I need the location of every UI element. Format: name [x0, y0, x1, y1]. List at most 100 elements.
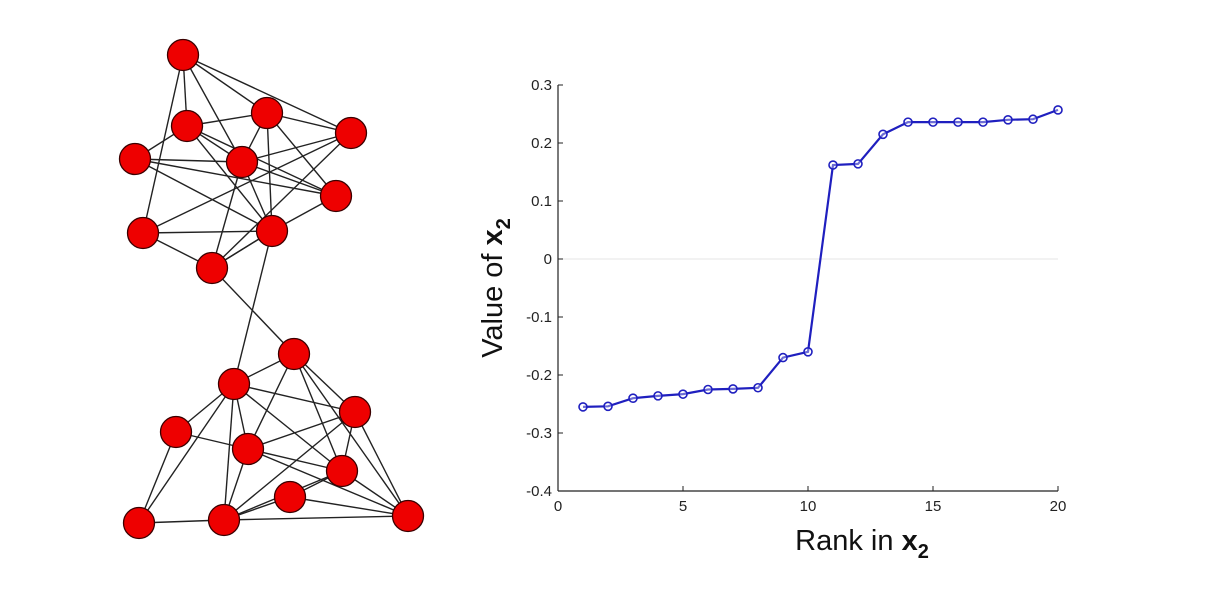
- graph-node: [118, 142, 152, 176]
- data-point: [853, 159, 863, 169]
- graph-node: [319, 179, 353, 213]
- data-point: [578, 402, 588, 412]
- graph-edge: [293, 353, 343, 472]
- data-point: [1053, 105, 1063, 115]
- graph-edge: [134, 158, 273, 232]
- data-point: [1028, 114, 1038, 125]
- graph-edge: [182, 54, 352, 134]
- line-chart: 0 5 10 15 20 -0.4 -0.3 -0.2 -0.1 0 0.1 0.2 0.3 Rank …: [477, 77, 1066, 563]
- graph-edge: [142, 132, 352, 234]
- x-axis-label: Rank in x2: [795, 525, 929, 563]
- graph-node: [250, 96, 284, 130]
- x-tick-label: 15: [925, 498, 942, 515]
- graph-node: [391, 499, 425, 533]
- y-tick-label: 0: [544, 251, 552, 268]
- graph-node: [159, 415, 193, 449]
- graph-node: [170, 109, 204, 143]
- graph-edge: [186, 125, 337, 197]
- y-tick-label: -0.2: [526, 367, 552, 384]
- x-axis-label-var: x: [902, 525, 918, 557]
- x-tick-label: 0: [554, 498, 562, 515]
- graph-edge: [142, 54, 184, 234]
- chart-ticks: 0 5 10 15 20 -0.4 -0.3 -0.2 -0.1 0 0.1 0.2 0.3: [526, 77, 1066, 515]
- data-point: [728, 384, 738, 394]
- graph-edge: [266, 112, 337, 197]
- graph-node: [217, 367, 251, 401]
- data-point: [1003, 115, 1013, 125]
- data-point: [628, 393, 638, 404]
- graph-edge: [142, 230, 273, 234]
- graph-edge: [211, 267, 295, 355]
- graph-node: [338, 395, 372, 429]
- graph-edge: [247, 448, 409, 517]
- data-point: [753, 382, 763, 393]
- chart-axes: [557, 85, 1058, 492]
- data-point: [778, 352, 788, 363]
- graph-node: [255, 214, 289, 248]
- graph-edge: [223, 383, 235, 521]
- graph-edge: [354, 411, 409, 517]
- graph-node: [277, 337, 311, 371]
- graph-edge: [247, 353, 295, 450]
- y-tick-label: 0.3: [531, 77, 552, 94]
- y-axis-label: Value of x2: [477, 218, 515, 358]
- graph-edge: [293, 353, 409, 517]
- graph-edge: [134, 158, 337, 197]
- graph-node: [225, 145, 259, 179]
- graph-node: [195, 251, 229, 285]
- graph-node: [325, 454, 359, 488]
- graph-edge: [233, 383, 356, 413]
- graph-edge: [233, 230, 273, 385]
- x-tick-label: 5: [679, 498, 687, 515]
- graph-edge: [241, 161, 337, 197]
- data-point: [828, 160, 838, 170]
- data-point: [928, 117, 938, 127]
- x-axis-label-sub: 2: [918, 541, 929, 563]
- graph-edge: [233, 383, 343, 472]
- data-point: [953, 117, 963, 127]
- graph-node: [126, 216, 160, 250]
- graph-edge: [247, 411, 356, 450]
- data-point: [803, 346, 813, 357]
- y-tick-label: 0.2: [531, 135, 552, 152]
- graph-edge: [241, 132, 352, 163]
- graph-edge: [211, 161, 243, 269]
- y-axis-label-text: Value of: [477, 245, 509, 357]
- graph-edge: [289, 496, 409, 517]
- y-tick-label: -0.4: [526, 483, 552, 500]
- data-point: [878, 129, 888, 140]
- x-axis-label-text: Rank in: [795, 525, 901, 557]
- data-point: [703, 384, 713, 395]
- graph-edge: [223, 515, 409, 521]
- graph-edge: [186, 125, 273, 232]
- graph-edge: [134, 158, 243, 163]
- data-point: [903, 117, 913, 127]
- graph-edge: [138, 383, 235, 524]
- network-graph: [118, 38, 425, 540]
- data-point: [978, 117, 988, 127]
- graph-node: [231, 432, 265, 466]
- graph-edge: [211, 132, 352, 269]
- y-tick-label: -0.1: [526, 309, 552, 326]
- x-tick-label: 20: [1050, 498, 1067, 515]
- graph-node: [334, 116, 368, 150]
- data-point: [603, 401, 613, 412]
- y-axis-label-var: x: [477, 229, 509, 245]
- graph-edge: [138, 431, 177, 524]
- graph-node: [166, 38, 200, 72]
- data-point: [678, 389, 688, 399]
- y-tick-label: -0.3: [526, 425, 552, 442]
- y-tick-label: 0.1: [531, 193, 552, 210]
- graph-node: [122, 506, 156, 540]
- graph-edge: [182, 54, 243, 163]
- y-axis-label-sub: 2: [493, 218, 515, 229]
- x-tick-label: 10: [800, 498, 817, 515]
- graph-node: [273, 480, 307, 514]
- graph-edge: [182, 54, 268, 114]
- graph-nodes: [118, 38, 425, 540]
- data-point: [653, 391, 663, 401]
- graph-node: [207, 503, 241, 537]
- series: [578, 105, 1063, 412]
- series-line: [582, 108, 1059, 408]
